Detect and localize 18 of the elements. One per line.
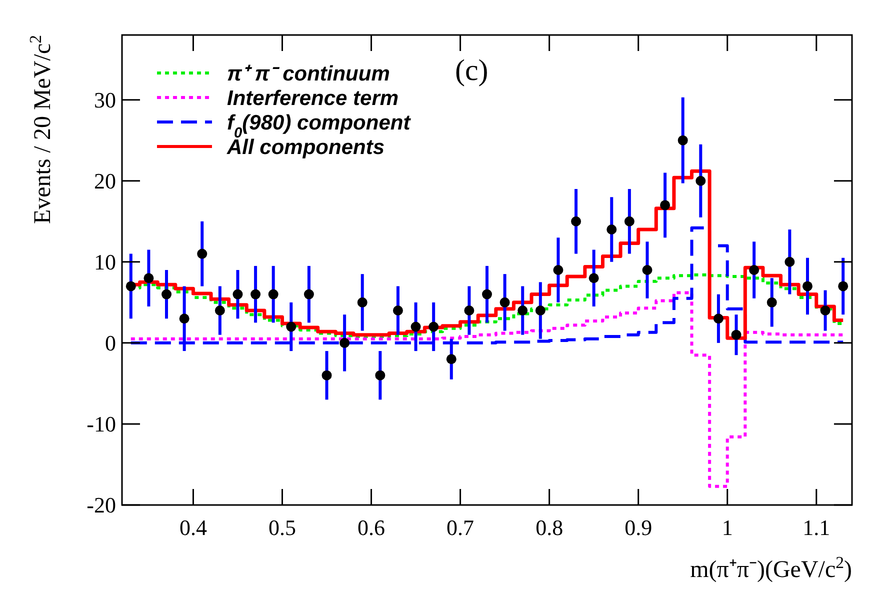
- legend-label: π⁺ π⁻ continuum: [227, 62, 390, 86]
- y-tick-label: 30: [94, 88, 116, 113]
- x-tick-label: 1.1: [802, 515, 830, 540]
- y-tick-label: 10: [94, 250, 116, 275]
- legend-label: Interference term: [227, 86, 399, 110]
- x-tick-label: 0.8: [536, 515, 564, 540]
- x-tick-label: 0.5: [268, 515, 296, 540]
- y-tick-label: -20: [86, 492, 116, 518]
- x-tick-label: 0.9: [624, 515, 652, 540]
- annotation: (c): [455, 54, 488, 87]
- x-tick-label: 0.4: [179, 515, 207, 540]
- x-tick-label: 0.6: [358, 515, 386, 540]
- y-tick-label: 20: [94, 168, 116, 194]
- x-tick-label: 0.7: [446, 515, 474, 540]
- y-tick-label: 0: [105, 330, 116, 356]
- x-axis-title: m(π⁺π⁻)(GeV/c$^{2}$): [690, 552, 852, 583]
- x-tick-label: 1: [722, 515, 733, 540]
- y-tick-label: -10: [86, 412, 116, 437]
